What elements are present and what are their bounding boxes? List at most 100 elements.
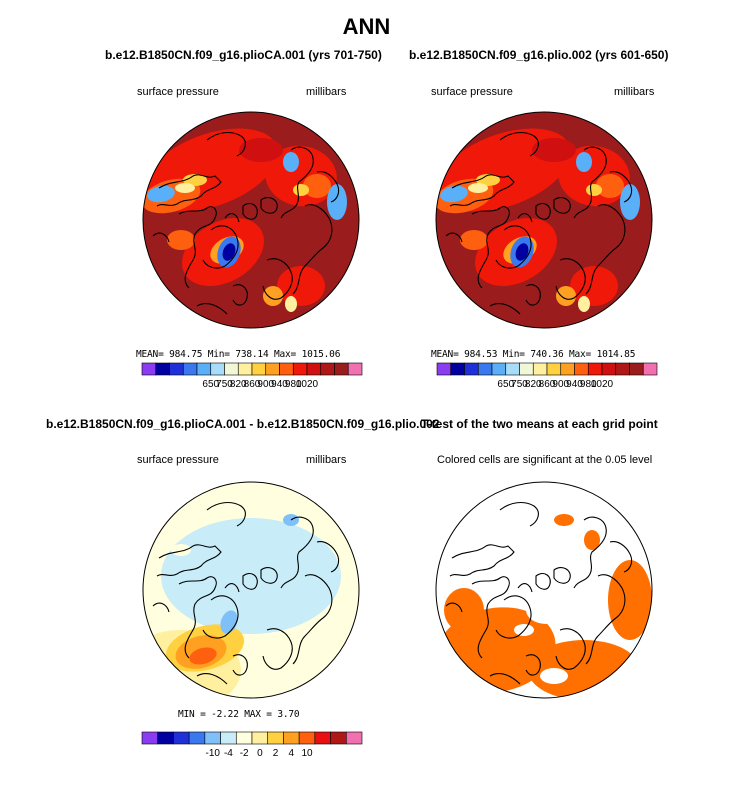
field-contour-17 bbox=[532, 138, 576, 162]
colorbar-tick-label: -10 bbox=[205, 748, 220, 759]
coastline-13 bbox=[152, 602, 170, 613]
colorbar-box-13 bbox=[320, 362, 335, 376]
colorbar-tick-label: 750 bbox=[511, 379, 528, 390]
colorbar-tick-label: 2 bbox=[273, 748, 279, 759]
coastline-12 bbox=[196, 303, 228, 315]
field-contour-3 bbox=[444, 588, 484, 632]
colorbar-box-11 bbox=[292, 362, 308, 376]
colorbar-box-3 bbox=[477, 362, 493, 376]
coastline-13 bbox=[152, 232, 170, 243]
field-contour-5 bbox=[584, 530, 600, 550]
main-title: ANN bbox=[342, 14, 391, 39]
colorbar-box-13 bbox=[345, 731, 363, 745]
coastline-11 bbox=[609, 171, 633, 203]
colorbar-box-12 bbox=[330, 731, 347, 745]
colorbar-box-14 bbox=[334, 362, 349, 376]
coastlines bbox=[445, 501, 633, 685]
coastline-0 bbox=[449, 544, 515, 577]
coastline-5 bbox=[553, 197, 571, 214]
colorbar-box-1 bbox=[155, 362, 170, 376]
coastline-7 bbox=[585, 574, 626, 665]
colorbar-tick-label: 860 bbox=[244, 379, 261, 390]
panel2-map bbox=[435, 111, 653, 329]
coastline-9 bbox=[232, 284, 248, 306]
map-field bbox=[436, 482, 652, 698]
field-contour-4 bbox=[175, 183, 195, 193]
colorbar-tick-label: 650 bbox=[202, 379, 219, 390]
field-contour-3 bbox=[183, 174, 207, 186]
coastline-2 bbox=[495, 595, 532, 639]
field-contour-18 bbox=[460, 230, 488, 250]
colorbar-box-11 bbox=[587, 362, 603, 376]
colorbar-tick-label: 750 bbox=[216, 379, 233, 390]
colorbar-box-2 bbox=[169, 362, 184, 376]
field-contour-13 bbox=[515, 243, 529, 261]
coastline-13 bbox=[445, 232, 463, 243]
coastline-11 bbox=[316, 541, 340, 573]
panel1-title: b.e12.B1850CN.f09_g16.plioCA.001 (yrs 70… bbox=[105, 48, 382, 62]
panel2-title: b.e12.B1850CN.f09_g16.plio.002 (yrs 601-… bbox=[409, 48, 669, 62]
colorbar-box-1 bbox=[157, 731, 174, 745]
field-contour-15 bbox=[556, 286, 576, 306]
coastline-8 bbox=[555, 628, 586, 670]
colorbar-box-6 bbox=[224, 362, 239, 376]
coastline-7 bbox=[292, 204, 333, 295]
field-contour-17 bbox=[239, 138, 283, 162]
colorbar-box-1 bbox=[450, 362, 465, 376]
field-contour-9 bbox=[586, 184, 602, 196]
panel3-units: millibars bbox=[306, 454, 347, 466]
colorbar-box-3 bbox=[182, 362, 198, 376]
colorbar-tick-label: 820 bbox=[230, 379, 247, 390]
field-contour-5 bbox=[189, 647, 217, 665]
coastline-4 bbox=[535, 573, 551, 590]
coastline-5 bbox=[260, 567, 278, 584]
coastline-4 bbox=[535, 203, 551, 220]
coastline-12 bbox=[196, 673, 228, 685]
colorbar-box-4 bbox=[196, 362, 212, 376]
colorbar-box-15 bbox=[642, 362, 658, 376]
colorbar-box-15 bbox=[347, 362, 363, 376]
panel4-subtitle: Colored cells are significant at the 0.0… bbox=[437, 454, 653, 466]
coastlines bbox=[152, 501, 340, 685]
coastline-4 bbox=[242, 573, 258, 590]
coastline-6 bbox=[280, 146, 314, 219]
colorbar-tick-label: 980 bbox=[580, 379, 597, 390]
coastline-7 bbox=[292, 574, 333, 665]
coastline-3 bbox=[517, 213, 533, 223]
coastline-10 bbox=[206, 131, 246, 157]
colorbar-tick-label: 900 bbox=[552, 379, 569, 390]
map-field bbox=[143, 482, 359, 698]
colorbar-tick-label: 1020 bbox=[296, 379, 319, 390]
field-contour-2 bbox=[608, 560, 652, 640]
colorbar-box-0 bbox=[141, 362, 157, 376]
colorbar-box-12 bbox=[306, 362, 322, 376]
coastline-6 bbox=[280, 516, 314, 589]
coastline-6 bbox=[573, 516, 607, 589]
panel1-field: surface pressure bbox=[137, 86, 219, 98]
colorbar-box-7 bbox=[532, 362, 548, 376]
field-contour-18 bbox=[167, 230, 195, 250]
colorbar-box-8 bbox=[251, 362, 267, 376]
colorbar-box-13 bbox=[615, 362, 630, 376]
coastline-13 bbox=[445, 602, 463, 613]
colorbar-box-5 bbox=[220, 731, 237, 745]
field-contour-2 bbox=[147, 185, 175, 203]
field-contour-2 bbox=[440, 185, 468, 203]
coastline-1 bbox=[471, 206, 510, 289]
panel3-stats: MIN = -2.22 MAX = 3.70 bbox=[178, 709, 300, 720]
coastline-8 bbox=[262, 628, 293, 670]
colorbar-box-10 bbox=[574, 362, 589, 376]
map-border bbox=[435, 481, 653, 699]
colorbar-tick-label: 0 bbox=[257, 748, 263, 759]
field-contour-4 bbox=[554, 514, 574, 526]
panel1-map bbox=[142, 111, 360, 329]
colorbar-box-8 bbox=[267, 731, 284, 745]
colorbar-box-2 bbox=[464, 362, 479, 376]
colorbar-tick-label: -2 bbox=[240, 748, 249, 759]
panel3-colorbar: -10 -4 -2 0 2 4 10 bbox=[141, 731, 363, 759]
coastline-10 bbox=[206, 501, 246, 527]
field-contour-4 bbox=[468, 183, 488, 193]
coastline-11 bbox=[316, 171, 340, 203]
colorbar-box-0 bbox=[436, 362, 452, 376]
colorbar-tick-label: 980 bbox=[285, 379, 302, 390]
